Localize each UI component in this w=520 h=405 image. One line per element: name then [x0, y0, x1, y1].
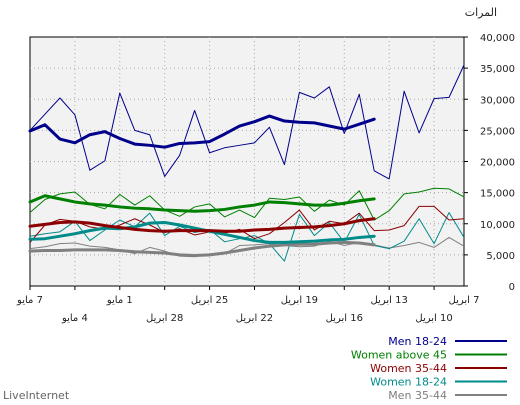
- y-tick-label: 0: [509, 282, 515, 293]
- y-tick-label: 35,000: [480, 64, 515, 75]
- x-tick-label: 10 ابريل: [415, 313, 452, 324]
- y-tick-label: 40,000: [480, 33, 515, 44]
- legend-label: Men 18-24: [388, 335, 447, 348]
- trend-line-women-35-44: [28, 217, 376, 233]
- x-tick-label: 16 ابريل: [326, 313, 363, 324]
- series-line-women-above-45: [29, 187, 465, 221]
- x-tick-label: 19 ابريل: [281, 295, 318, 306]
- y-tick-label: 25,000: [480, 126, 515, 137]
- x-tick-label: 4 مايو: [61, 313, 88, 324]
- x-axis: 7 مايو 1 مايو 25 ابريل 19 ابريل 13 ابريل 7 اب…: [16, 286, 480, 324]
- x-tick-label: 13 ابريل: [370, 295, 407, 306]
- legend-label: Women above 45: [351, 349, 447, 362]
- y-tick-label: 30,000: [480, 95, 515, 106]
- trend-line-men-35-44: [28, 240, 376, 257]
- y-tick-label: 15,000: [480, 189, 515, 200]
- x-tick-label: 1 مايو: [106, 295, 133, 306]
- x-tick-label: 25 ابريل: [191, 295, 228, 306]
- y-axis: 0 5,000 10,000 15,000 20,000 25,000 30,000 35,0…: [464, 33, 515, 293]
- legend-label: Women 35-44: [370, 362, 447, 375]
- x-tick-label: 22 ابريل: [236, 313, 273, 324]
- series-line-men-18-24: [29, 64, 465, 180]
- legend-label: Men 35-44: [388, 389, 447, 402]
- series-line-women-18-24: [29, 212, 465, 262]
- x-tick-label: 28 ابريل: [146, 313, 183, 324]
- y-tick-label: 5,000: [486, 251, 515, 262]
- series-layer: [28, 64, 465, 262]
- x-tick-label: 7 ابريل: [449, 295, 480, 306]
- brand-logo: LiveInternet: [3, 389, 70, 402]
- y-axis-title: المرات: [465, 6, 497, 19]
- trend-line-men-18-24: [28, 114, 376, 149]
- legend-label: Women 18-24: [370, 376, 447, 389]
- trend-line-women-above-45: [28, 194, 376, 213]
- y-tick-label: 20,000: [480, 158, 515, 169]
- x-tick-label: 7 مايو: [16, 295, 43, 306]
- y-tick-label: 10,000: [480, 220, 515, 231]
